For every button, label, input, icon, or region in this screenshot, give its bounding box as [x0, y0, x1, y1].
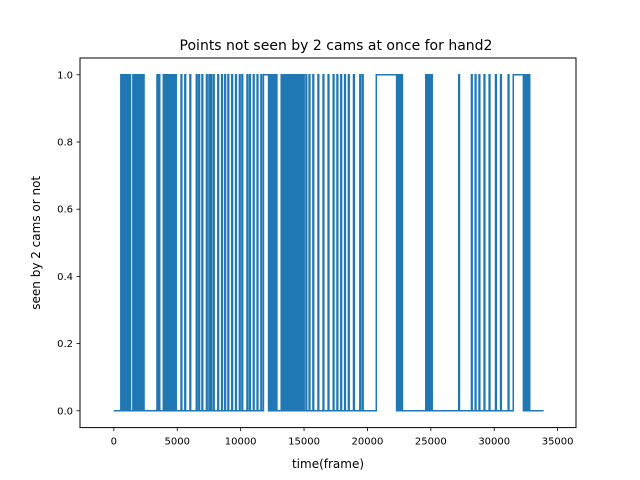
- y-axis: 0.0 0.2 0.4 0.6 0.8 1.0: [57, 70, 80, 417]
- plot-frame: [79, 57, 577, 429]
- x-tick-label: 0: [111, 437, 117, 448]
- y-tick-label: 0.0: [57, 406, 73, 417]
- x-tick-label: 30000: [478, 437, 510, 448]
- x-tick-label: 20000: [352, 437, 384, 448]
- x-axis: 0 5000 10000 15000 20000 25000 30000 35000: [111, 427, 574, 448]
- chart-title: Points not seen by 2 cams at once for ha…: [180, 38, 493, 54]
- x-tick-label: 35000: [542, 437, 574, 448]
- x-tick-label: 10000: [225, 437, 257, 448]
- x-tick-label: 15000: [288, 437, 320, 448]
- x-axis-label: time(frame): [292, 457, 364, 471]
- x-tick-label: 5000: [165, 437, 190, 448]
- y-tick-label: 0.6: [57, 205, 73, 216]
- y-tick-label: 1.0: [57, 70, 73, 81]
- series-layer: [113, 74, 544, 412]
- y-tick-label: 0.8: [57, 138, 73, 149]
- y-tick-label: 0.4: [57, 272, 73, 283]
- y-tick-label: 0.2: [57, 339, 73, 350]
- x-tick-label: 25000: [415, 437, 447, 448]
- series-line: [113, 74, 544, 412]
- plot-area: [79, 57, 577, 429]
- y-axis-label: seen by 2 cams or not: [29, 176, 43, 310]
